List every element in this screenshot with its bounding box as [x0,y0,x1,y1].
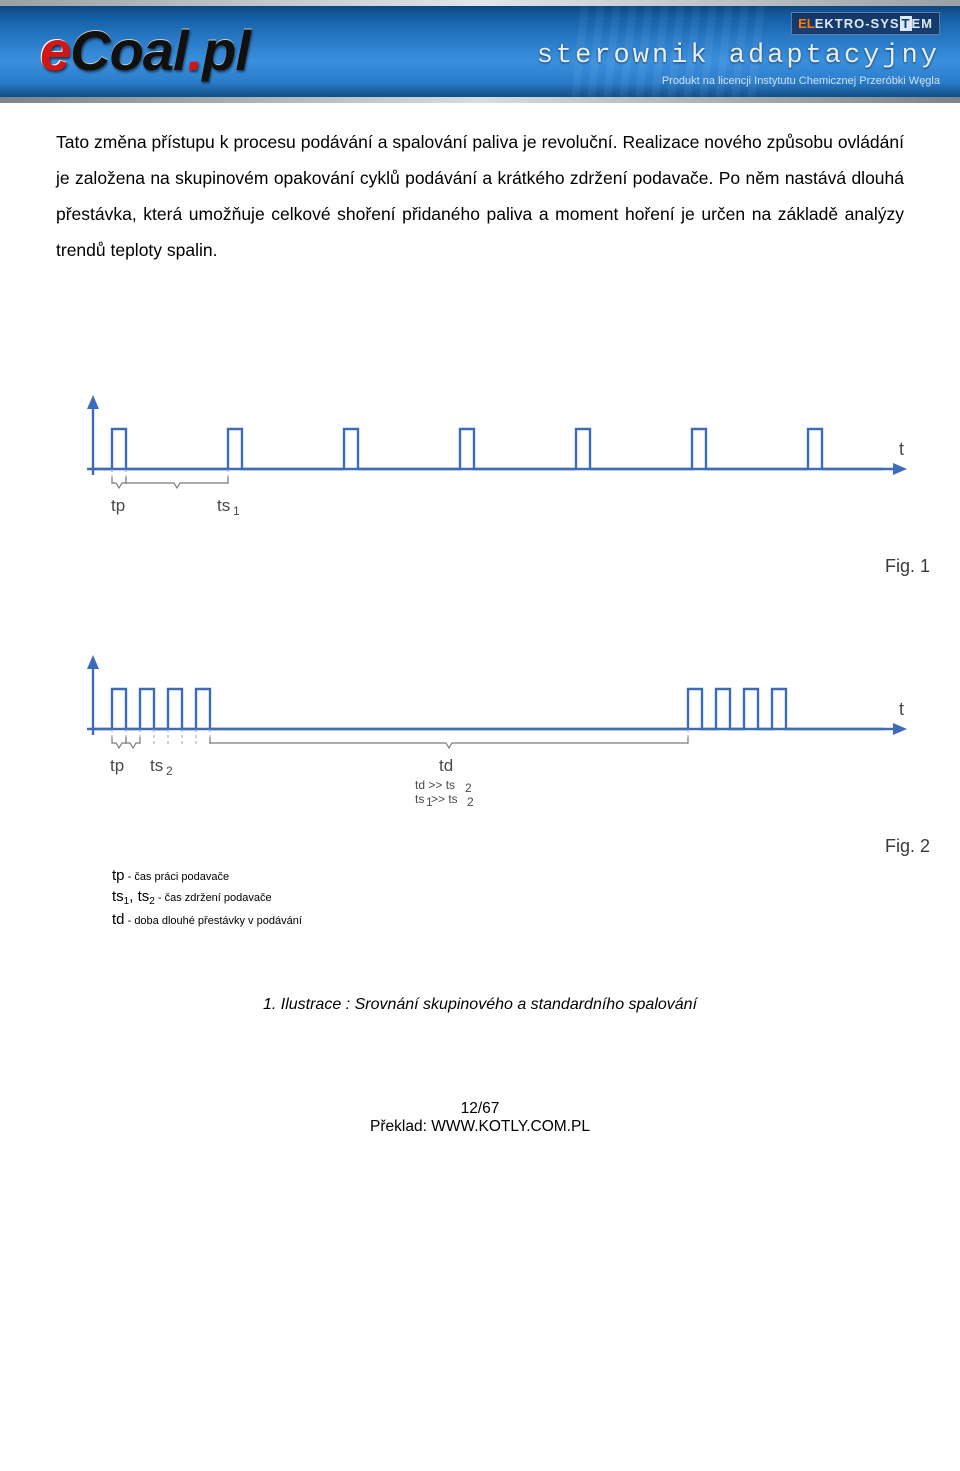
banner-bottom-stripe [0,97,960,103]
figure-1-caption: Fig. 1 [885,556,930,577]
brand-t: T [900,16,912,31]
svg-text:ts: ts [150,756,163,775]
figure-2: ttpts2tdtd >> ts2ts1 >> ts2 Fig. 2 [48,649,922,819]
legend-tp-sym: tp [112,867,125,884]
brand-box: ELEKTRO-SYSTEM [791,12,940,35]
svg-text:t: t [899,439,904,459]
legend-td-sym: td [112,911,125,928]
tagline: sterownik adaptacyjny [537,41,940,71]
header-banner: e Coal . pl ELEKTRO-SYSTEM sterownik ada… [0,0,960,103]
svg-text:2: 2 [465,781,472,795]
brand-el: EL [798,16,815,31]
svg-text:td: td [439,756,453,775]
logo-dot: . [188,18,203,83]
legend-tp: tp - čas práci podavače [112,867,922,884]
logo-coal: Coal [70,18,187,83]
legend-ts: ts1, ts2 - čas zdržení podavače [112,888,922,907]
figure-2-svg: ttpts2tdtd >> ts2ts1 >> ts2 [48,649,918,819]
svg-text:2: 2 [467,795,474,809]
legend-ts2-sub: 2 [149,896,155,907]
brand-mid: EKTRO-SYS [815,16,900,31]
subline: Produkt na licencji Instytutu Chemicznej… [537,75,940,87]
svg-text:ts: ts [415,792,424,806]
legend-sep: , [129,888,137,905]
svg-text:2: 2 [166,764,173,778]
svg-text:td >> ts: td >> ts [415,778,455,792]
legend-tp-text: čas práci podavače [134,871,229,883]
figures: ttpts1 Fig. 1 ttpts2tdtd >> ts2ts1 >> ts… [0,389,960,928]
paragraph: Tato změna přístupu k procesu podávání a… [56,125,904,269]
legend-td-text: doba dlouhé přestávky v podávání [134,915,302,927]
svg-text:tp: tp [110,756,124,775]
legend-ts1-sym: ts [112,888,124,905]
banner-top-stripe [0,0,960,6]
logo-pl: pl [202,18,250,83]
svg-text:1: 1 [233,504,240,518]
legend-td: td - doba dlouhé přestávky v podávání [112,911,922,928]
content: Tato změna přístupu k procesu podávání a… [0,103,960,269]
legend-ts-text: čas zdržení podavače [165,892,272,904]
figure-1-svg: t tp ts1 [48,389,918,539]
svg-text:ts: ts [217,496,230,515]
logo: e Coal . pl [40,18,250,83]
figure-2-caption: Fig. 2 [885,836,930,857]
page-number: 12/67 [0,1100,960,1118]
figure-1: ttpts1 Fig. 1 [48,389,922,539]
brand-em: EM [912,16,934,31]
logo-e: e [40,18,70,83]
legend-ts2-sym: ts [138,888,150,905]
footer: 12/67 Překlad: WWW.KOTLY.COM.PL [0,1100,960,1154]
svg-text:tp: tp [111,496,125,515]
legend: tp - čas práci podavače ts1, ts2 - čas z… [112,867,922,928]
illustration-caption: 1. Ilustrace : Srovnání skupinového a st… [0,996,960,1014]
translation-credit: Překlad: WWW.KOTLY.COM.PL [0,1118,960,1136]
banner-right: ELEKTRO-SYSTEM sterownik adaptacyjny Pro… [537,12,940,87]
svg-text:t: t [899,699,904,719]
svg-text:>> ts: >> ts [431,792,458,806]
